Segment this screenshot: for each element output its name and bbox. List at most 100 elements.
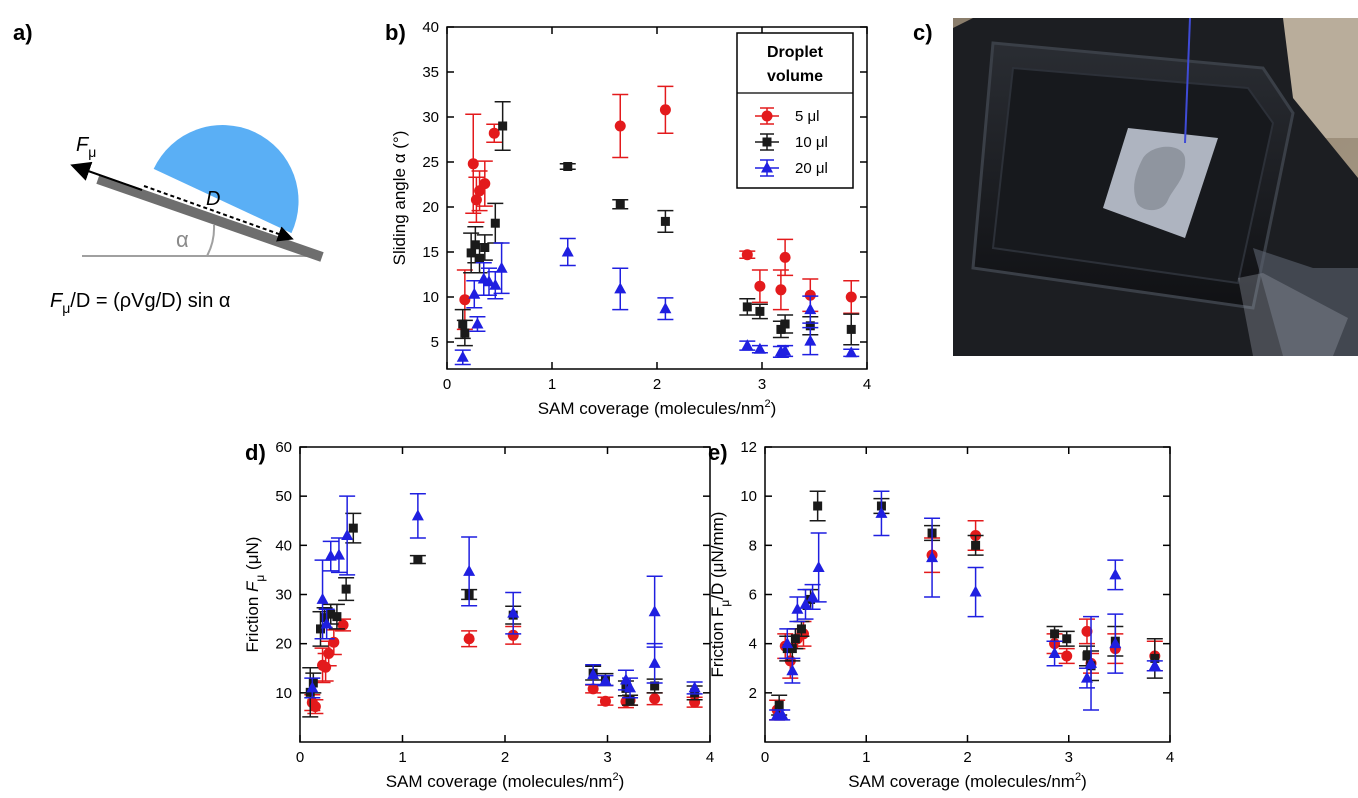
data-point-15 xyxy=(688,681,701,693)
y-tick-label: 40 xyxy=(422,19,439,36)
data-point-6 xyxy=(341,584,351,594)
data-point-15 xyxy=(805,321,815,331)
x-tick-label: 0 xyxy=(296,749,304,766)
y-tick-label: 5 xyxy=(431,334,439,351)
data-point-15 xyxy=(1109,637,1122,649)
legend-entry-2: 20 μl xyxy=(795,160,828,177)
data-point-2 xyxy=(320,617,333,629)
data-point-6 xyxy=(495,261,508,273)
data-point-9 xyxy=(1081,625,1093,637)
data-point-8 xyxy=(875,506,888,518)
data-point-0 xyxy=(459,294,471,306)
photo-droplet-on-tilted-substrate xyxy=(953,18,1358,356)
y-tick-label: 20 xyxy=(422,199,439,216)
data-point-12 xyxy=(755,306,765,316)
data-point-13 xyxy=(648,605,661,617)
y-tick-label: 12 xyxy=(740,439,757,456)
x-tick-label: 4 xyxy=(706,749,714,766)
data-point-14 xyxy=(1109,568,1122,580)
data-point-1 xyxy=(308,678,318,688)
data-point-11 xyxy=(1048,647,1061,658)
data-point-0 xyxy=(456,350,469,362)
y-axis-label: Sliding angle α (°) xyxy=(390,131,409,266)
data-point-6 xyxy=(337,619,349,631)
data-point-8 xyxy=(507,629,519,641)
data-point-6 xyxy=(813,501,823,511)
legend: Droplet volume 5 μl 10 μl 20 μl xyxy=(736,32,854,189)
y-tick-label: 10 xyxy=(422,289,439,306)
series-square xyxy=(771,490,1163,716)
data-point-16 xyxy=(1148,659,1161,671)
data-point-0 xyxy=(774,700,784,710)
panel-label-b: b) xyxy=(385,20,406,45)
data-point-14 xyxy=(804,334,817,346)
data-point-11 xyxy=(619,673,632,685)
y-tick-label: 30 xyxy=(275,587,292,604)
x-tick-label: 3 xyxy=(1065,749,1073,766)
data-point-10 xyxy=(1050,629,1060,639)
data-point-3 xyxy=(786,664,799,676)
data-point-3 xyxy=(320,661,332,673)
data-point-13 xyxy=(776,324,786,334)
x-axis-label: SAM coverage (molecules/nm2) xyxy=(848,771,1087,791)
y-axis-label: Friction Fμ (μN) xyxy=(243,537,267,653)
x-tick-label: 4 xyxy=(863,376,871,393)
x-tick-label: 2 xyxy=(653,376,661,393)
data-point-7 xyxy=(812,560,825,572)
angle-label: α xyxy=(176,227,189,252)
data-point-1 xyxy=(316,592,329,604)
data-point-5 xyxy=(488,127,500,139)
series-circle xyxy=(456,85,860,331)
data-point-2 xyxy=(466,248,476,258)
data-point-5 xyxy=(332,612,342,622)
y-tick-label: 40 xyxy=(275,537,292,554)
data-point-4 xyxy=(475,253,485,263)
data-point-4 xyxy=(483,275,495,287)
data-point-4 xyxy=(791,602,804,614)
data-point-8 xyxy=(507,606,520,618)
x-tick-label: 1 xyxy=(548,376,556,393)
diameter-label: D xyxy=(206,188,220,210)
force-label: Fμ xyxy=(76,134,96,160)
legend-entry-1: 10 μl xyxy=(795,134,828,151)
data-point-13 xyxy=(649,693,661,705)
data-point-9 xyxy=(615,199,625,209)
x-axis-label: SAM coverage (molecules/nm2) xyxy=(538,398,777,418)
y-tick-label: 15 xyxy=(422,244,439,261)
y-tick-label: 4 xyxy=(749,636,757,653)
data-point-0 xyxy=(458,319,468,329)
panel-label-e: e) xyxy=(708,440,728,465)
data-point-6 xyxy=(411,509,424,521)
y-tick-label: 6 xyxy=(749,587,757,604)
data-point-8 xyxy=(614,282,627,294)
y-tick-label: 10 xyxy=(740,488,757,505)
data-point-10 xyxy=(599,695,611,707)
data-point-12 xyxy=(624,681,637,693)
chart-friction: 0 1 2 3 4 10 20 30 40 50 60 SAM coverage (molecules… xyxy=(243,439,714,791)
data-point-5 xyxy=(489,278,502,290)
x-tick-label: 1 xyxy=(862,749,870,766)
data-point-4 xyxy=(479,178,491,190)
data-point-14 xyxy=(625,695,635,705)
data-point-7 xyxy=(463,633,475,645)
data-point-10 xyxy=(599,674,612,686)
data-point-legend-1 xyxy=(762,137,772,147)
y-tick-label: 30 xyxy=(422,109,439,126)
data-point-1 xyxy=(467,158,479,170)
data-point-3 xyxy=(324,549,337,561)
data-point-9 xyxy=(587,683,599,695)
data-point-1 xyxy=(309,701,321,713)
data-point-9 xyxy=(926,551,939,563)
series-triangle xyxy=(304,492,703,699)
series-triangle xyxy=(769,490,1163,721)
legend-title-line2: volume xyxy=(767,68,823,85)
angle-arc xyxy=(206,224,216,257)
data-point-9 xyxy=(659,302,672,314)
data-point-12 xyxy=(1082,651,1092,661)
y-tick-label: 8 xyxy=(749,537,757,554)
plot-frame xyxy=(764,446,1171,743)
droplet-schematic: α D Fμ Fμ/D = (ρVg/D) sin α xyxy=(50,125,324,316)
data-point-15 xyxy=(650,681,660,691)
data-point-8 xyxy=(413,555,423,565)
